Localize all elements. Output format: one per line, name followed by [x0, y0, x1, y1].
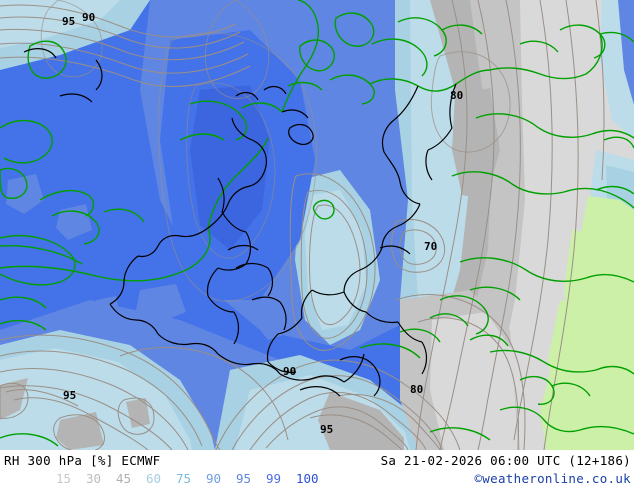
- coastlines: [0, 0, 634, 447]
- rh-fill-75-topleft: [0, 0, 120, 48]
- rh-fill-30-southeast: [430, 312, 518, 450]
- color-scale-legend: 15 30 45 60 75 90 95 99 100: [56, 471, 326, 486]
- country-borders: [23, 48, 457, 397]
- contour-lines: [0, 0, 605, 450]
- scale-tick: 95: [236, 471, 252, 486]
- rh-fill-100-centre: [190, 85, 270, 250]
- copyright-label[interactable]: ©weatheronline.co.uk: [474, 471, 631, 486]
- scale-tick: 99: [266, 471, 282, 486]
- valid-time-label: Sa 21-02-2026 06:00 UTC (12+186): [380, 453, 631, 468]
- rh-fill-15-se: [540, 196, 634, 450]
- rh-fill-60-bl2: [56, 412, 104, 450]
- scale-tick: 90: [206, 471, 222, 486]
- scale-tick: 100: [296, 471, 319, 486]
- chart-title: RH 300 hPa [%] ECMWF: [4, 453, 161, 468]
- scale-tick: 75: [176, 471, 192, 486]
- rh-fill-95-rightedge: [618, 0, 634, 105]
- rh-fill-99-nw5: [254, 296, 298, 340]
- rh-fill-99-nw3: [136, 284, 186, 324]
- rh-fill-75-alps: [305, 190, 366, 330]
- scale-tick: 30: [86, 471, 102, 486]
- scale-tick: 45: [116, 471, 132, 486]
- rh-fill-99-centre: [160, 30, 315, 300]
- rh-fill-99-nw1: [6, 174, 44, 214]
- rh-fill-15-se-lobe: [548, 300, 576, 400]
- footer-bar: RH 300 hPa [%] ECMWF Sa 21-02-2026 06:00…: [0, 450, 634, 490]
- rh-fill-60-bl3: [126, 398, 150, 428]
- map-svg: [0, 0, 634, 450]
- rh-fill-60-bottomleft: [0, 378, 28, 420]
- scale-tick: 15: [56, 471, 72, 486]
- scale-tick: 60: [146, 471, 162, 486]
- weather-map-canvas[interactable]: 95 90 80 70 90 80 95 95: [0, 0, 634, 450]
